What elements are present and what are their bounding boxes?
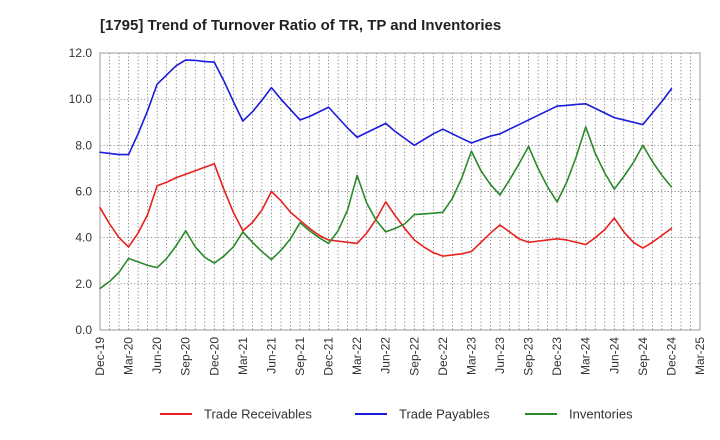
y-tick-label: 0.0 <box>75 323 92 337</box>
x-tick-label: Jun-23 <box>493 337 507 374</box>
series-line-2 <box>99 59 673 156</box>
x-tick-label: Mar-23 <box>464 337 478 375</box>
x-tick-label: Sep-23 <box>522 337 536 376</box>
x-tick-label: Jun-22 <box>379 337 393 374</box>
x-tick-label: Dec-19 <box>93 337 107 376</box>
plot-area: 0.0 2.0 4.0 6.0 8.0 10.0 12.0 Dec-19 Mar-20 Jun-2… <box>69 46 707 376</box>
x-tick-label: Dec-21 <box>322 337 336 376</box>
x-tick-label: Dec-23 <box>550 337 564 376</box>
y-tick-label: 10.0 <box>69 92 93 106</box>
x-tick-label: Dec-22 <box>436 337 450 376</box>
y-tick-label: 8.0 <box>75 138 92 152</box>
legend-label: Trade Payables <box>399 407 490 422</box>
x-tick-label: Mar-25 <box>693 337 707 375</box>
plot-frame <box>99 52 701 331</box>
legend-label: Inventories <box>569 407 633 422</box>
y-tick-label: 2.0 <box>75 277 92 291</box>
x-tick-label: Jun-24 <box>607 337 621 374</box>
x-tick-label: Mar-22 <box>350 337 364 375</box>
x-tick-label: Mar-20 <box>122 337 136 375</box>
x-tick-label: Mar-21 <box>236 337 250 375</box>
x-tick-label: Mar-24 <box>579 337 593 375</box>
y-tick-label: 6.0 <box>75 185 92 199</box>
x-tick-label: Sep-21 <box>293 337 307 376</box>
x-tick-label: Sep-24 <box>636 337 650 376</box>
legend-label: Trade Receivables <box>204 407 312 422</box>
series-line-3 <box>99 126 673 290</box>
x-tick-label: Dec-20 <box>207 337 221 376</box>
x-tick-label: Jun-21 <box>264 337 278 374</box>
x-tick-label: Dec-24 <box>664 337 678 376</box>
y-tick-label: 12.0 <box>69 46 93 60</box>
chart-title: [1795] Trend of Turnover Ratio of TR, TP… <box>100 17 501 34</box>
legend: Trade Receivables Trade Payables Inventori… <box>160 407 633 422</box>
series-line-1 <box>99 163 673 257</box>
x-tick-label: Sep-20 <box>179 337 193 376</box>
x-tick-label: Jun-20 <box>150 337 164 374</box>
y-tick-label: 4.0 <box>75 231 92 245</box>
x-tick-label: Sep-22 <box>407 337 421 376</box>
